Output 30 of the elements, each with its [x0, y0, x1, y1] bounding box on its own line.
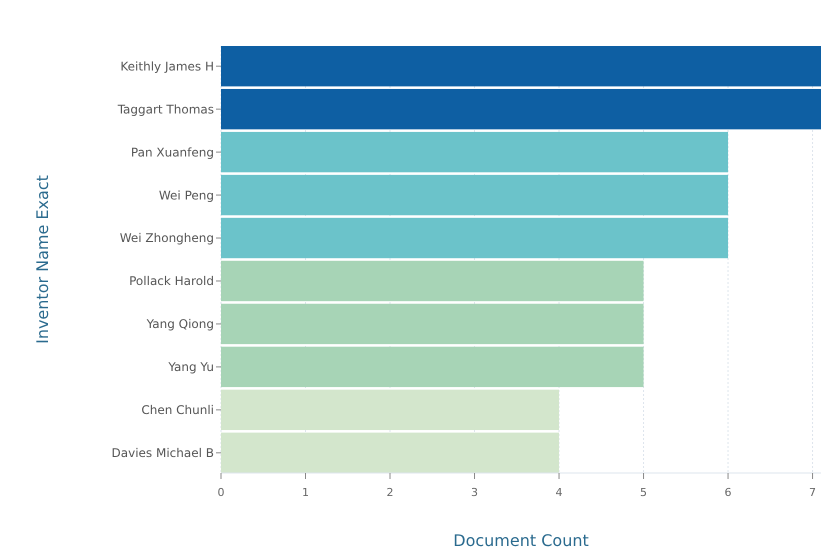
y-tick-label: Keithly James H: [120, 59, 214, 74]
bar: [221, 260, 644, 302]
x-tick-label: 0: [218, 486, 224, 499]
y-tick-label: Chen Chunli: [141, 403, 214, 418]
bar: [221, 390, 560, 430]
y-axis-title: Inventor Name Exact: [33, 175, 52, 344]
y-tick-label: Pollack Harold: [129, 274, 214, 288]
x-tick-label: 7: [809, 486, 816, 499]
x-axis-title: Document Count: [453, 531, 589, 550]
bar: [221, 132, 728, 172]
y-tick-label: Yang Qiong: [146, 317, 214, 332]
y-tick-label: Pan Xuanfeng: [130, 145, 214, 160]
y-tick-label: Wei Peng: [158, 188, 214, 202]
y-tick-label: Yang Yu: [167, 360, 214, 374]
x-tick-label: 4: [556, 486, 563, 499]
x-tick-label: 6: [724, 486, 732, 499]
x-tick-label: 2: [386, 486, 394, 499]
bar: [221, 432, 560, 473]
bar: [221, 218, 728, 258]
bar: [221, 304, 644, 344]
bar: [221, 174, 728, 216]
y-tick-label: Taggart Thomas: [116, 102, 214, 116]
x-tick-label: 1: [302, 486, 310, 499]
bar: [221, 346, 644, 388]
x-tick-label: 5: [640, 486, 648, 499]
bar: [221, 88, 821, 130]
y-tick-label: Wei Zhongheng: [120, 231, 214, 246]
x-tick-label: 3: [471, 486, 478, 499]
bar: [221, 46, 821, 86]
y-tick-label: Davies Michael B: [112, 446, 214, 460]
